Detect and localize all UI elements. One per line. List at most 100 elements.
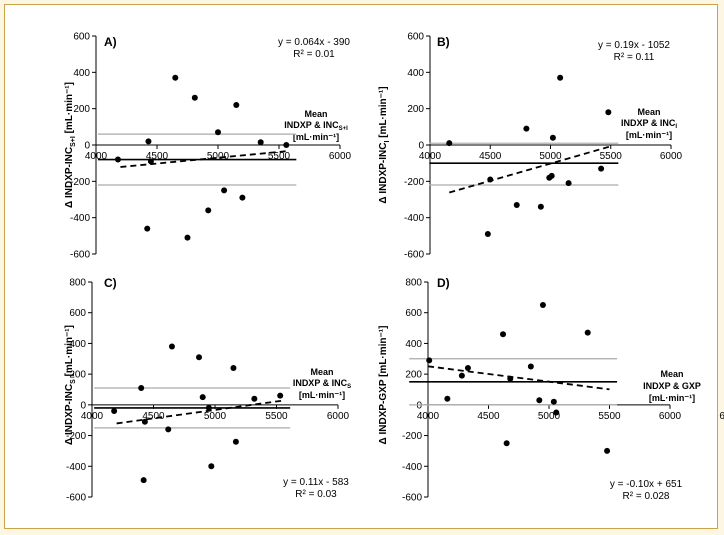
y-tick-label: 0: [84, 141, 90, 152]
trend-line: [427, 365, 610, 391]
y-tick-label: 200: [73, 104, 90, 115]
y-tick-label: -400: [66, 462, 86, 473]
data-point: [138, 384, 145, 391]
legend-line-2: INDXP & INCS: [293, 378, 351, 390]
data-point: [513, 201, 520, 208]
panel-b: B) y = 0.19x - 1052 R² = 0.11 Δ INDXP-IN…: [378, 35, 677, 204]
legend-unit: [mL·min⁻¹]: [649, 393, 695, 403]
y-tick-label: -200: [404, 177, 424, 188]
data-point: [539, 302, 546, 309]
legend-title: Mean: [637, 107, 660, 117]
legend-unit: [mL·min⁻¹]: [293, 132, 339, 142]
data-point: [464, 365, 471, 371]
y-tick-label: 600: [407, 32, 424, 43]
data-point: [507, 375, 514, 382]
y-tick-label: 600: [405, 308, 422, 319]
x-tick-label: 6000: [327, 411, 350, 422]
y-tick-label: 400: [407, 68, 424, 79]
equation: y = 0.19x - 1052: [598, 40, 670, 51]
data-point: [205, 404, 212, 411]
data-point: [500, 331, 507, 338]
panel-label: C): [104, 276, 117, 290]
panel-label: A): [104, 35, 117, 49]
x-tick-label: 5500: [268, 151, 291, 162]
data-point: [239, 194, 246, 201]
panel-a: A) y = 0.064x - 390 R² = 0.01 Δ INDXP-IN…: [64, 35, 350, 208]
data-point: [550, 398, 557, 405]
r-squared: R² = 0.01: [293, 49, 335, 60]
y-tick-label: -400: [70, 213, 90, 224]
y-tick-label: 400: [405, 339, 422, 350]
y-axis-label: Δ INDXP-GXP [mL·min⁻¹]: [378, 326, 389, 445]
y-axis-label: Δ INDXP-INCS [mL·min⁻¹]: [64, 325, 77, 445]
x-tick-label: 6000: [329, 151, 352, 162]
x-tick-label: 6000: [659, 411, 682, 422]
data-point: [283, 142, 290, 148]
legend-title: Mean: [304, 109, 327, 119]
y-tick-label: -400: [404, 213, 424, 224]
data-point: [205, 207, 212, 214]
y-tick-label: -200: [402, 431, 422, 442]
data-point: [484, 231, 491, 238]
data-point: [257, 139, 264, 146]
data-point: [114, 156, 121, 163]
x-tick-label: 6500: [719, 411, 724, 422]
legend-line-2: INDXP & INCS+I: [284, 120, 348, 132]
y-tick-label: -600: [404, 250, 424, 261]
x-tick-label: 5000: [204, 411, 227, 422]
data-point: [536, 397, 543, 404]
data-point: [196, 354, 203, 361]
data-point: [215, 129, 221, 136]
data-point: [537, 203, 544, 210]
trend-line: [120, 150, 289, 168]
y-tick-label: 200: [405, 370, 422, 381]
y-axis-label: Δ INDXP-INCI [mL·min⁻¹]: [378, 86, 391, 203]
x-tick-label: 5500: [265, 411, 288, 422]
data-point: [487, 176, 494, 183]
x-tick-label: 5000: [207, 151, 230, 162]
data-point: [221, 187, 228, 194]
data-point: [111, 408, 118, 414]
panel-label: D): [437, 276, 450, 290]
data-point: [426, 357, 433, 364]
y-tick-label: -400: [402, 462, 422, 473]
r-squared: R² = 0.028: [623, 491, 670, 502]
equation: y = -0.10x + 651: [610, 479, 683, 490]
data-point: [165, 426, 172, 433]
legend-line-2: INDXP & INCI: [621, 118, 677, 130]
data-point: [565, 180, 572, 187]
x-tick-label: 4500: [479, 151, 502, 162]
data-point: [172, 74, 179, 81]
y-tick-label: 200: [407, 104, 424, 115]
data-point: [208, 463, 215, 470]
y-tick-label: 0: [80, 400, 86, 411]
y-tick-label: -200: [66, 431, 86, 442]
y-tick-label: 200: [69, 370, 86, 381]
x-tick-label: 4000: [81, 411, 104, 422]
y-tick-label: 800: [405, 278, 422, 289]
data-point: [604, 447, 611, 454]
x-tick-label: 4000: [417, 411, 440, 422]
panel-c: C) y = 0.11x - 583 R² = 0.03 Δ INDXP-INC…: [64, 276, 351, 500]
data-point: [168, 343, 175, 350]
x-tick-label: 5500: [600, 151, 623, 162]
x-tick-label: 4000: [419, 151, 442, 162]
data-point: [141, 418, 148, 425]
equation: y = 0.064x - 390: [278, 37, 350, 48]
trend-line: [116, 399, 283, 425]
data-point: [549, 134, 556, 141]
x-tick-label: 4500: [477, 411, 500, 422]
y-tick-label: -600: [402, 493, 422, 504]
data-point: [251, 395, 258, 402]
panel-c-plot: 800 600 400 200 0 -200 -400 -600 4000 4500 5000 550…: [66, 278, 350, 504]
data-point: [230, 365, 237, 371]
figure-frame: [4, 4, 718, 529]
data-point: [503, 440, 510, 447]
x-tick-label: 4000: [85, 151, 108, 162]
data-point: [277, 392, 284, 399]
panel-b-plot: 600 400 200 0 -200 -400 -600 4000 4500 5000 5500 60…: [404, 32, 683, 261]
data-point: [598, 165, 605, 172]
legend-unit: [mL·min⁻¹]: [299, 390, 345, 400]
x-tick-label: 5500: [598, 411, 621, 422]
